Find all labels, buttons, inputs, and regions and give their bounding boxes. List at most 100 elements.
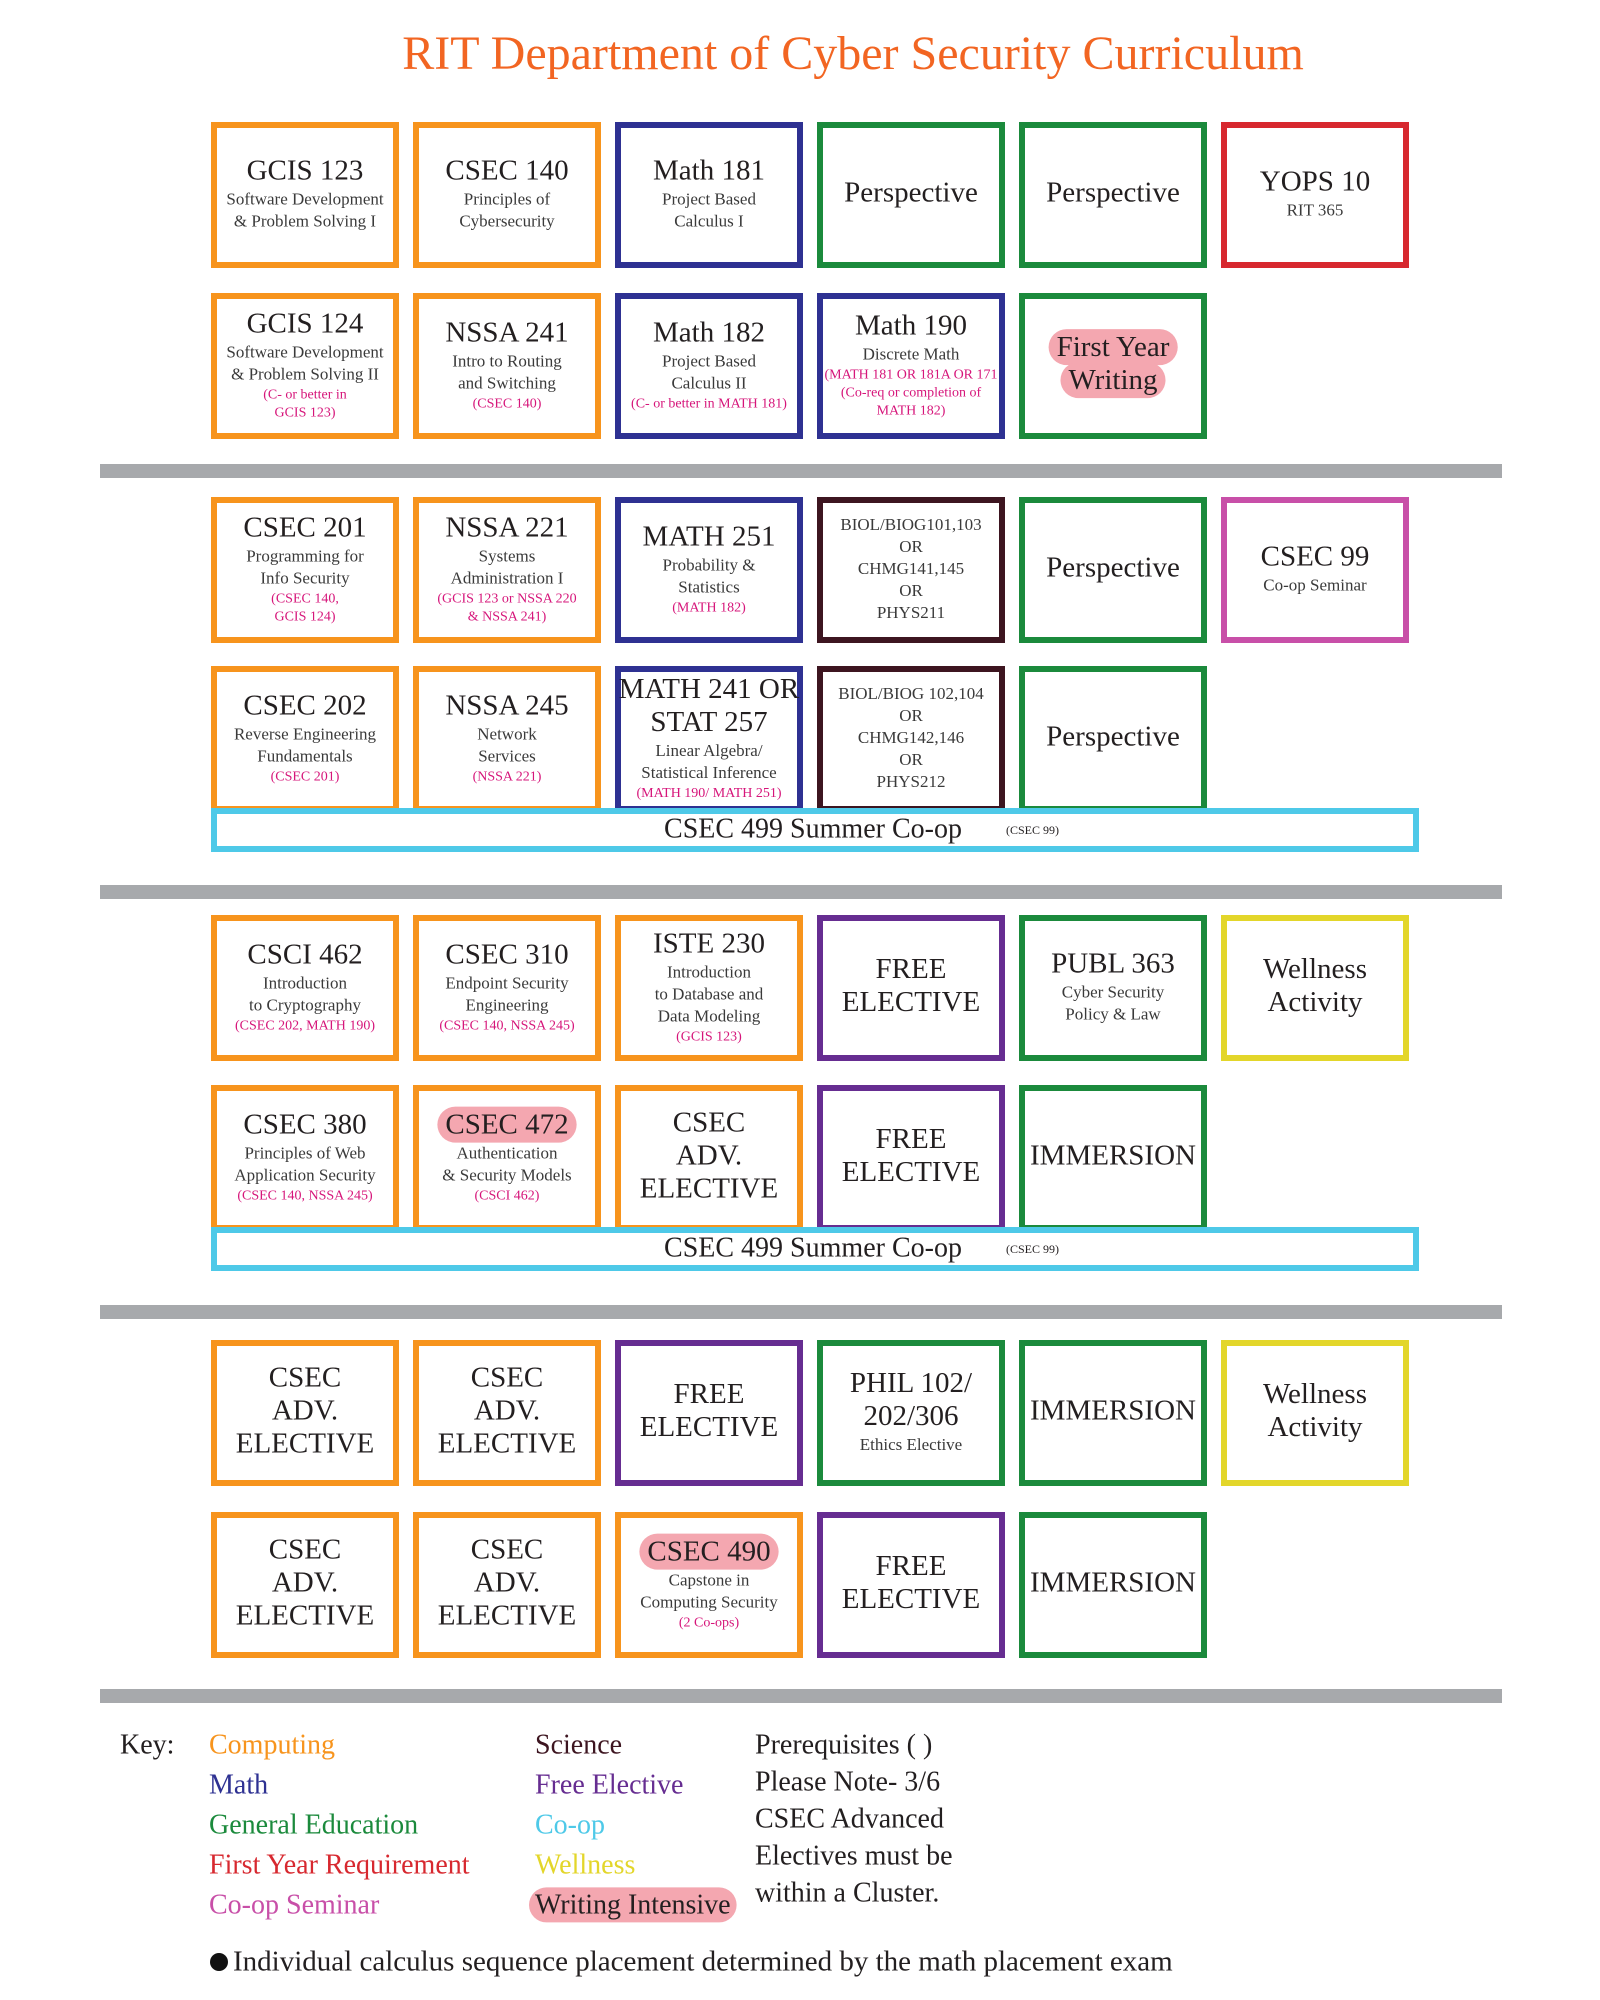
course-title: ADV. (272, 1567, 338, 1599)
course-box (413, 122, 601, 268)
course-text: BIOL/BIOG 102,104 (838, 684, 984, 703)
course-prereq: (CSEC 140) (473, 397, 542, 412)
course-title: CSEC 380 (243, 1109, 366, 1141)
course-text: Capstone in (669, 1570, 750, 1589)
writing-intensive-highlight (1060, 362, 1166, 399)
course-title: CSEC (471, 1362, 544, 1394)
footnote: Individual calculus sequence placement d… (233, 1946, 1173, 1978)
course-title: ELECTIVE (640, 1173, 779, 1205)
course-text: Network (477, 724, 537, 743)
course-box (615, 1512, 803, 1658)
course-text: Project Based (662, 189, 756, 208)
course-title: NSSA 245 (445, 690, 568, 722)
course-title: Math 181 (653, 155, 765, 187)
course-box (1019, 497, 1207, 643)
key-item: Free Elective (535, 1769, 683, 1800)
course-text: Engineering (465, 995, 549, 1014)
course-text: Policy & Law (1065, 1004, 1161, 1023)
course-title: CSEC 99 (1261, 541, 1370, 573)
course-title: CSEC (269, 1534, 342, 1566)
course-box (1019, 122, 1207, 268)
course-prereq: (CSEC 140, NSSA 245) (439, 1019, 575, 1034)
course-box (1019, 1512, 1207, 1658)
course-title: CSEC 472 (445, 1109, 568, 1141)
course-text: Introduction (667, 962, 752, 981)
course-box (413, 497, 601, 643)
key-note: Please Note- 3/6 (755, 1766, 940, 1797)
key-item: First Year Requirement (209, 1849, 470, 1880)
course-text: Software Development (226, 342, 383, 361)
course-box (1221, 497, 1409, 643)
course-prereq: (NSSA 221) (473, 770, 542, 785)
course-title: ELECTIVE (438, 1428, 577, 1460)
course-text: Programming for (246, 546, 364, 565)
bullet (210, 1953, 228, 1971)
course-box (817, 293, 1005, 439)
course-text: Info Security (260, 568, 350, 587)
course-text: Administration I (451, 568, 564, 587)
course-text: Introduction (263, 973, 348, 992)
year-separator (100, 885, 1502, 899)
course-text: Cybersecurity (459, 211, 555, 230)
course-box (817, 915, 1005, 1061)
course-box (211, 1340, 399, 1486)
course-text: Linear Algebra/ (655, 741, 762, 760)
course-text: BIOL/BIOG101,103 (840, 515, 981, 534)
course-title: FREE (876, 953, 947, 985)
course-box (817, 1512, 1005, 1658)
course-title: FREE (674, 1378, 745, 1410)
course-text: Authentication (456, 1143, 558, 1162)
course-text: Software Development (226, 189, 383, 208)
course-title: STAT 257 (650, 706, 767, 738)
course-title: ELECTIVE (842, 1156, 981, 1188)
key-item: Writing Intensive (535, 1889, 731, 1920)
course-text: Reverse Engineering (234, 724, 377, 743)
course-prereq: GCIS 123) (274, 406, 335, 421)
course-box (413, 1512, 601, 1658)
course-title: ELECTIVE (236, 1600, 375, 1632)
key-item: Co-op Seminar (209, 1889, 380, 1920)
course-text: Probability & (662, 555, 755, 574)
course-box (817, 1340, 1005, 1486)
course-title: IMMERSION (1030, 1140, 1196, 1172)
course-prereq: (C- or better in (263, 388, 347, 403)
course-prereq: (CSEC 202, MATH 190) (235, 1019, 375, 1034)
course-title: Wellness (1263, 1378, 1367, 1410)
course-title: NSSA 241 (445, 317, 568, 349)
course-title: YOPS 10 (1260, 166, 1370, 198)
course-title: PUBL 363 (1051, 948, 1175, 980)
course-title: CSEC (269, 1362, 342, 1394)
course-prereq: GCIS 124) (274, 610, 335, 625)
key-item: Science (535, 1729, 622, 1760)
course-box (1019, 293, 1207, 439)
course-text: Calculus I (674, 211, 744, 230)
key-note: CSEC Advanced (755, 1803, 944, 1834)
course-text: Statistics (678, 577, 739, 596)
key-item: Math (209, 1769, 268, 1800)
course-prereq: (MATH 190/ MATH 251) (636, 786, 781, 801)
course-title: 202/306 (863, 1400, 958, 1432)
course-box (817, 497, 1005, 643)
course-title: GCIS 124 (247, 308, 364, 340)
key-note: Prerequisites ( ) (755, 1729, 932, 1760)
course-title: Wellness (1263, 953, 1367, 985)
course-text: PHYS212 (877, 772, 946, 791)
course-text: CHMG142,146 (858, 728, 964, 747)
course-box (615, 1340, 803, 1486)
course-text: Data Modeling (658, 1006, 761, 1025)
course-title: First Year (1057, 331, 1170, 363)
course-box (211, 915, 399, 1061)
course-text: Discrete Math (863, 344, 960, 363)
course-text: OR (899, 537, 923, 556)
course-text: Calculus II (671, 373, 746, 392)
course-box (211, 122, 399, 268)
course-box (211, 293, 399, 439)
writing-intensive-highlight (1048, 329, 1178, 366)
course-text: to Cryptography (249, 995, 361, 1014)
course-text: Principles of (464, 189, 551, 208)
course-box (615, 122, 803, 268)
course-title: CSEC 202 (243, 690, 366, 722)
page-title: RIT Department of Cyber Security Curricu… (402, 27, 1304, 80)
course-title: IMMERSION (1030, 1567, 1196, 1599)
course-box (615, 915, 803, 1061)
